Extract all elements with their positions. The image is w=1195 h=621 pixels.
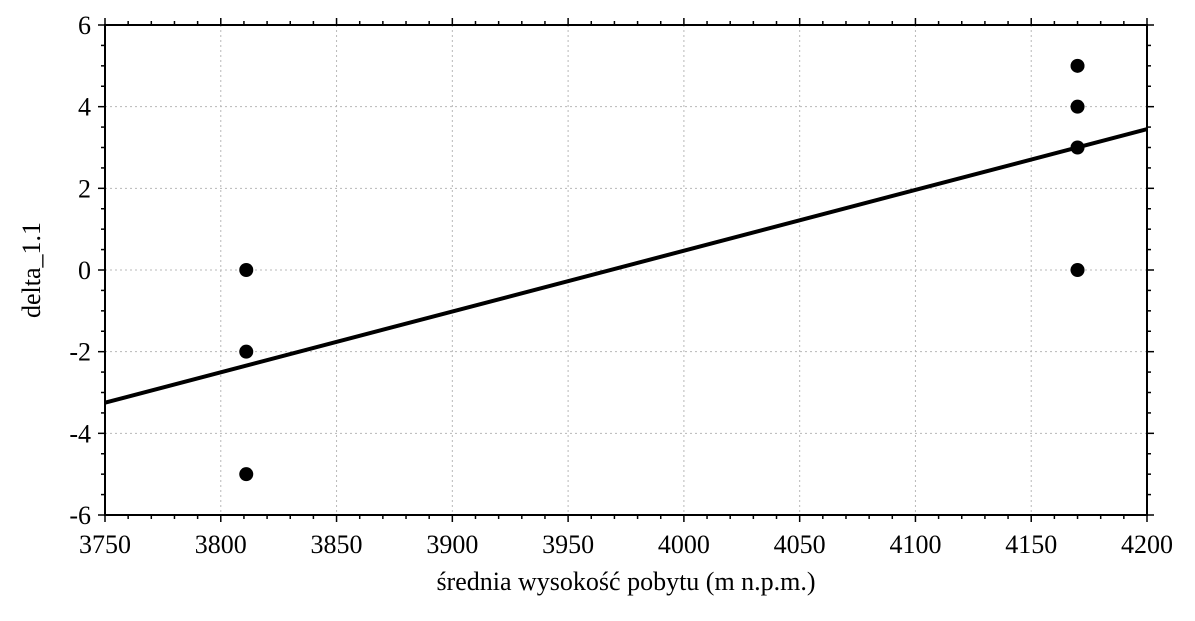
data-point — [239, 263, 254, 277]
data-point — [239, 467, 254, 482]
x-tick-label: 3800 — [195, 530, 247, 559]
y-tick-label: -6 — [69, 501, 91, 530]
y-tick-label: -4 — [69, 419, 91, 448]
y-tick-label: 2 — [78, 174, 91, 203]
x-tick-label: 3900 — [426, 530, 478, 559]
x-tick-label: 3950 — [542, 530, 594, 559]
x-tick-label: 4150 — [1005, 530, 1057, 559]
data-point — [1070, 58, 1085, 73]
data-points — [239, 58, 1085, 482]
x-tick-label: 4100 — [889, 530, 941, 559]
data-point — [1070, 99, 1085, 114]
data-point — [1070, 140, 1085, 155]
x-tick-label: 4200 — [1121, 530, 1173, 559]
y-tick-label: 0 — [78, 256, 91, 285]
regression-line-layer — [104, 127, 1148, 405]
y-tick-label: -2 — [69, 338, 91, 367]
y-tick-label: 4 — [78, 93, 91, 122]
y-tick-labels: -6 -4 -2 0 2 4 6 — [69, 11, 91, 530]
grid — [105, 25, 1147, 515]
x-tick-label: 4000 — [658, 530, 710, 559]
x-tick-label: 3850 — [311, 530, 363, 559]
x-tick-label: 4050 — [774, 530, 826, 559]
x-tick-label: 3750 — [79, 530, 131, 559]
data-point — [239, 344, 254, 359]
data-point — [1070, 263, 1085, 277]
x-axis-title: średnia wysokość pobytu (m n.p.m.) — [436, 567, 815, 596]
axis-ticks — [98, 18, 1154, 522]
y-axis-title: delta_1.1 — [17, 222, 46, 318]
x-tick-labels: 3750 3800 3850 3900 3950 4000 4050 4100 4150 4200 — [79, 530, 1173, 559]
y-tick-label: 6 — [78, 11, 91, 40]
regression-line — [104, 127, 1148, 405]
